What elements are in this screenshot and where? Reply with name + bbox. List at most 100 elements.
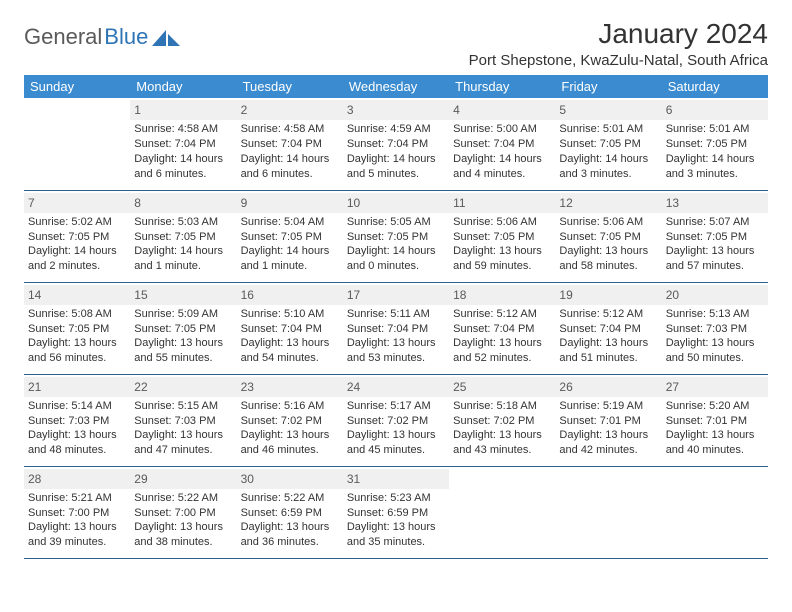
sunset-line: Sunset: 6:59 PM bbox=[241, 506, 339, 521]
daylight-line: Daylight: 13 hours and 46 minutes. bbox=[241, 428, 339, 458]
sunrise-line: Sunrise: 5:13 AM bbox=[666, 307, 764, 322]
daylight-line: Daylight: 13 hours and 42 minutes. bbox=[559, 428, 657, 458]
calendar-cell bbox=[555, 466, 661, 558]
day-number: 19 bbox=[555, 285, 661, 305]
day-number: 28 bbox=[24, 469, 130, 489]
calendar-week-row: 21Sunrise: 5:14 AMSunset: 7:03 PMDayligh… bbox=[24, 374, 768, 466]
sunrise-line: Sunrise: 5:04 AM bbox=[241, 215, 339, 230]
day-details: Sunrise: 5:12 AMSunset: 7:04 PMDaylight:… bbox=[453, 307, 551, 366]
sunrise-line: Sunrise: 5:23 AM bbox=[347, 491, 445, 506]
daylight-line: Daylight: 14 hours and 1 minute. bbox=[134, 244, 232, 274]
sunset-line: Sunset: 7:02 PM bbox=[347, 414, 445, 429]
calendar-table: Sunday Monday Tuesday Wednesday Thursday… bbox=[24, 75, 768, 559]
day-number: 31 bbox=[343, 469, 449, 489]
day-number: 15 bbox=[130, 285, 236, 305]
day-number: 26 bbox=[555, 377, 661, 397]
daylight-line: Daylight: 14 hours and 2 minutes. bbox=[28, 244, 126, 274]
daylight-line: Daylight: 13 hours and 59 minutes. bbox=[453, 244, 551, 274]
sunrise-line: Sunrise: 5:16 AM bbox=[241, 399, 339, 414]
calendar-cell: 20Sunrise: 5:13 AMSunset: 7:03 PMDayligh… bbox=[662, 282, 768, 374]
sunrise-line: Sunrise: 5:08 AM bbox=[28, 307, 126, 322]
calendar-cell: 1Sunrise: 4:58 AMSunset: 7:04 PMDaylight… bbox=[130, 98, 236, 190]
calendar-cell: 4Sunrise: 5:00 AMSunset: 7:04 PMDaylight… bbox=[449, 98, 555, 190]
sunrise-line: Sunrise: 5:20 AM bbox=[666, 399, 764, 414]
day-details: Sunrise: 5:19 AMSunset: 7:01 PMDaylight:… bbox=[559, 399, 657, 458]
day-details: Sunrise: 5:00 AMSunset: 7:04 PMDaylight:… bbox=[453, 122, 551, 181]
sunset-line: Sunset: 7:04 PM bbox=[453, 137, 551, 152]
sunrise-line: Sunrise: 5:06 AM bbox=[453, 215, 551, 230]
day-details: Sunrise: 5:02 AMSunset: 7:05 PMDaylight:… bbox=[28, 215, 126, 274]
sunset-line: Sunset: 7:05 PM bbox=[241, 230, 339, 245]
day-details: Sunrise: 5:06 AMSunset: 7:05 PMDaylight:… bbox=[453, 215, 551, 274]
day-number: 4 bbox=[449, 100, 555, 120]
sunrise-line: Sunrise: 5:03 AM bbox=[134, 215, 232, 230]
day-number: 10 bbox=[343, 193, 449, 213]
daylight-line: Daylight: 13 hours and 53 minutes. bbox=[347, 336, 445, 366]
calendar-cell: 18Sunrise: 5:12 AMSunset: 7:04 PMDayligh… bbox=[449, 282, 555, 374]
day-details: Sunrise: 5:22 AMSunset: 7:00 PMDaylight:… bbox=[134, 491, 232, 550]
sunset-line: Sunset: 7:05 PM bbox=[347, 230, 445, 245]
daylight-line: Daylight: 14 hours and 6 minutes. bbox=[241, 152, 339, 182]
daylight-line: Daylight: 14 hours and 0 minutes. bbox=[347, 244, 445, 274]
sunrise-line: Sunrise: 5:12 AM bbox=[453, 307, 551, 322]
calendar-cell bbox=[449, 466, 555, 558]
daylight-line: Daylight: 13 hours and 38 minutes. bbox=[134, 520, 232, 550]
brand-logo: GeneralBlue bbox=[24, 24, 180, 50]
calendar-cell: 25Sunrise: 5:18 AMSunset: 7:02 PMDayligh… bbox=[449, 374, 555, 466]
calendar-cell: 31Sunrise: 5:23 AMSunset: 6:59 PMDayligh… bbox=[343, 466, 449, 558]
day-number: 9 bbox=[237, 193, 343, 213]
sunrise-line: Sunrise: 5:01 AM bbox=[559, 122, 657, 137]
day-number: 18 bbox=[449, 285, 555, 305]
sunrise-line: Sunrise: 4:58 AM bbox=[134, 122, 232, 137]
calendar-week-row: 14Sunrise: 5:08 AMSunset: 7:05 PMDayligh… bbox=[24, 282, 768, 374]
day-number: 27 bbox=[662, 377, 768, 397]
calendar-cell: 23Sunrise: 5:16 AMSunset: 7:02 PMDayligh… bbox=[237, 374, 343, 466]
day-details: Sunrise: 5:07 AMSunset: 7:05 PMDaylight:… bbox=[666, 215, 764, 274]
sunset-line: Sunset: 7:05 PM bbox=[666, 137, 764, 152]
day-details: Sunrise: 4:58 AMSunset: 7:04 PMDaylight:… bbox=[134, 122, 232, 181]
daylight-line: Daylight: 14 hours and 1 minute. bbox=[241, 244, 339, 274]
calendar-week-row: 28Sunrise: 5:21 AMSunset: 7:00 PMDayligh… bbox=[24, 466, 768, 558]
calendar-cell: 22Sunrise: 5:15 AMSunset: 7:03 PMDayligh… bbox=[130, 374, 236, 466]
calendar-page: GeneralBlue January 2024 Port Shepstone,… bbox=[0, 0, 792, 569]
sunset-line: Sunset: 7:05 PM bbox=[666, 230, 764, 245]
daylight-line: Daylight: 13 hours and 45 minutes. bbox=[347, 428, 445, 458]
brand-sail-icon bbox=[152, 28, 180, 46]
sunrise-line: Sunrise: 5:10 AM bbox=[241, 307, 339, 322]
sunrise-line: Sunrise: 5:19 AM bbox=[559, 399, 657, 414]
calendar-cell: 14Sunrise: 5:08 AMSunset: 7:05 PMDayligh… bbox=[24, 282, 130, 374]
day-details: Sunrise: 4:58 AMSunset: 7:04 PMDaylight:… bbox=[241, 122, 339, 181]
day-details: Sunrise: 5:04 AMSunset: 7:05 PMDaylight:… bbox=[241, 215, 339, 274]
sunset-line: Sunset: 7:04 PM bbox=[134, 137, 232, 152]
sunset-line: Sunset: 7:00 PM bbox=[28, 506, 126, 521]
sunset-line: Sunset: 7:03 PM bbox=[666, 322, 764, 337]
day-number: 13 bbox=[662, 193, 768, 213]
sunset-line: Sunset: 7:05 PM bbox=[134, 230, 232, 245]
calendar-cell: 9Sunrise: 5:04 AMSunset: 7:05 PMDaylight… bbox=[237, 190, 343, 282]
sunset-line: Sunset: 7:03 PM bbox=[28, 414, 126, 429]
calendar-cell: 29Sunrise: 5:22 AMSunset: 7:00 PMDayligh… bbox=[130, 466, 236, 558]
sunset-line: Sunset: 6:59 PM bbox=[347, 506, 445, 521]
sunset-line: Sunset: 7:05 PM bbox=[134, 322, 232, 337]
daylight-line: Daylight: 13 hours and 48 minutes. bbox=[28, 428, 126, 458]
sunrise-line: Sunrise: 5:22 AM bbox=[241, 491, 339, 506]
daylight-line: Daylight: 13 hours and 52 minutes. bbox=[453, 336, 551, 366]
day-details: Sunrise: 5:09 AMSunset: 7:05 PMDaylight:… bbox=[134, 307, 232, 366]
day-number: 12 bbox=[555, 193, 661, 213]
col-wednesday: Wednesday bbox=[343, 75, 449, 98]
day-details: Sunrise: 5:16 AMSunset: 7:02 PMDaylight:… bbox=[241, 399, 339, 458]
day-number: 8 bbox=[130, 193, 236, 213]
calendar-cell: 19Sunrise: 5:12 AMSunset: 7:04 PMDayligh… bbox=[555, 282, 661, 374]
calendar-cell: 13Sunrise: 5:07 AMSunset: 7:05 PMDayligh… bbox=[662, 190, 768, 282]
day-number: 24 bbox=[343, 377, 449, 397]
col-monday: Monday bbox=[130, 75, 236, 98]
day-details: Sunrise: 5:23 AMSunset: 6:59 PMDaylight:… bbox=[347, 491, 445, 550]
daylight-line: Daylight: 13 hours and 43 minutes. bbox=[453, 428, 551, 458]
day-details: Sunrise: 5:17 AMSunset: 7:02 PMDaylight:… bbox=[347, 399, 445, 458]
day-details: Sunrise: 5:01 AMSunset: 7:05 PMDaylight:… bbox=[666, 122, 764, 181]
sunset-line: Sunset: 7:05 PM bbox=[28, 322, 126, 337]
day-number: 7 bbox=[24, 193, 130, 213]
day-number: 29 bbox=[130, 469, 236, 489]
sunset-line: Sunset: 7:04 PM bbox=[559, 322, 657, 337]
daylight-line: Daylight: 14 hours and 6 minutes. bbox=[134, 152, 232, 182]
